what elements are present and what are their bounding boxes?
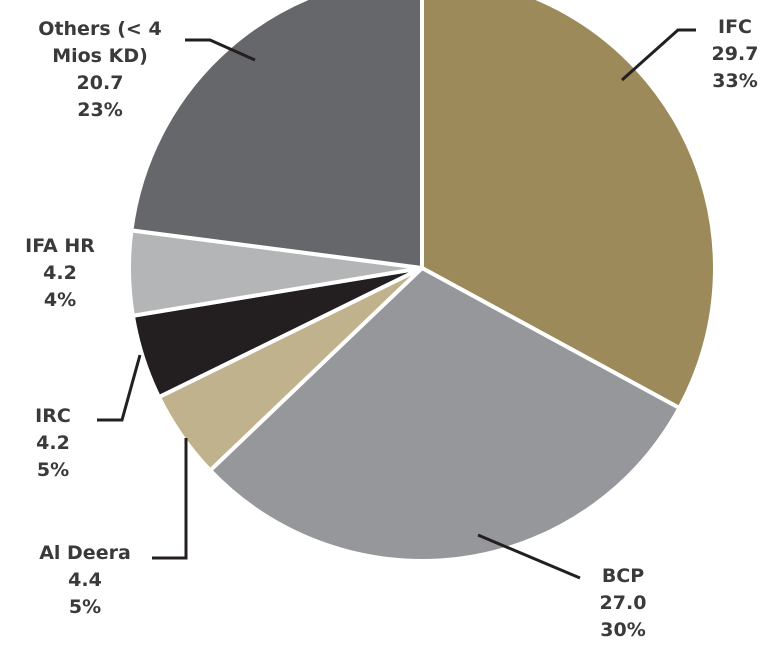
label-aldeera-percent: 5% xyxy=(68,596,102,618)
label-ifc-value: 29.7 xyxy=(711,43,759,65)
leader-line-irc xyxy=(97,354,142,422)
label-ifahr-value: 4.2 xyxy=(43,262,77,284)
pie-slice-bcp xyxy=(208,266,682,563)
label-others: Others (< 4 Mios KD) 20.7 23% xyxy=(20,16,180,124)
label-ifc-name: IFC xyxy=(718,16,752,38)
label-others-value: 20.7 xyxy=(76,72,124,94)
label-aldeera: Al Deera 4.4 5% xyxy=(18,540,152,621)
leader-line-others xyxy=(185,38,256,62)
label-irc-value: 4.2 xyxy=(36,432,70,454)
leader-line-aldeera xyxy=(152,438,188,560)
label-bcp: BCP 27.0 30% xyxy=(578,563,668,644)
leader-line-ifc xyxy=(621,28,696,82)
label-aldeera-value: 4.4 xyxy=(68,569,102,591)
label-irc-percent: 5% xyxy=(36,459,70,481)
label-bcp-value: 27.0 xyxy=(599,592,647,614)
label-others-name-line1: Others (< 4 xyxy=(38,18,162,40)
label-irc-name: IRC xyxy=(35,405,71,427)
label-ifc: IFC 29.7 33% xyxy=(700,14,770,95)
label-bcp-percent: 30% xyxy=(600,619,646,641)
label-irc: IRC 4.2 5% xyxy=(18,403,88,484)
label-bcp-name: BCP xyxy=(601,565,645,587)
leader-lines xyxy=(97,28,696,580)
label-others-name-line2: Mios KD) xyxy=(52,45,148,67)
label-ifahr-name: IFA HR xyxy=(25,235,95,257)
label-others-percent: 23% xyxy=(77,99,123,121)
leader-line-bcp xyxy=(477,533,581,580)
label-aldeera-name: Al Deera xyxy=(39,542,131,564)
label-ifahr-percent: 4% xyxy=(43,289,77,311)
pie-slices xyxy=(127,0,717,563)
label-ifahr: IFA HR 4.2 4% xyxy=(10,233,110,314)
label-ifc-percent: 33% xyxy=(712,70,758,92)
